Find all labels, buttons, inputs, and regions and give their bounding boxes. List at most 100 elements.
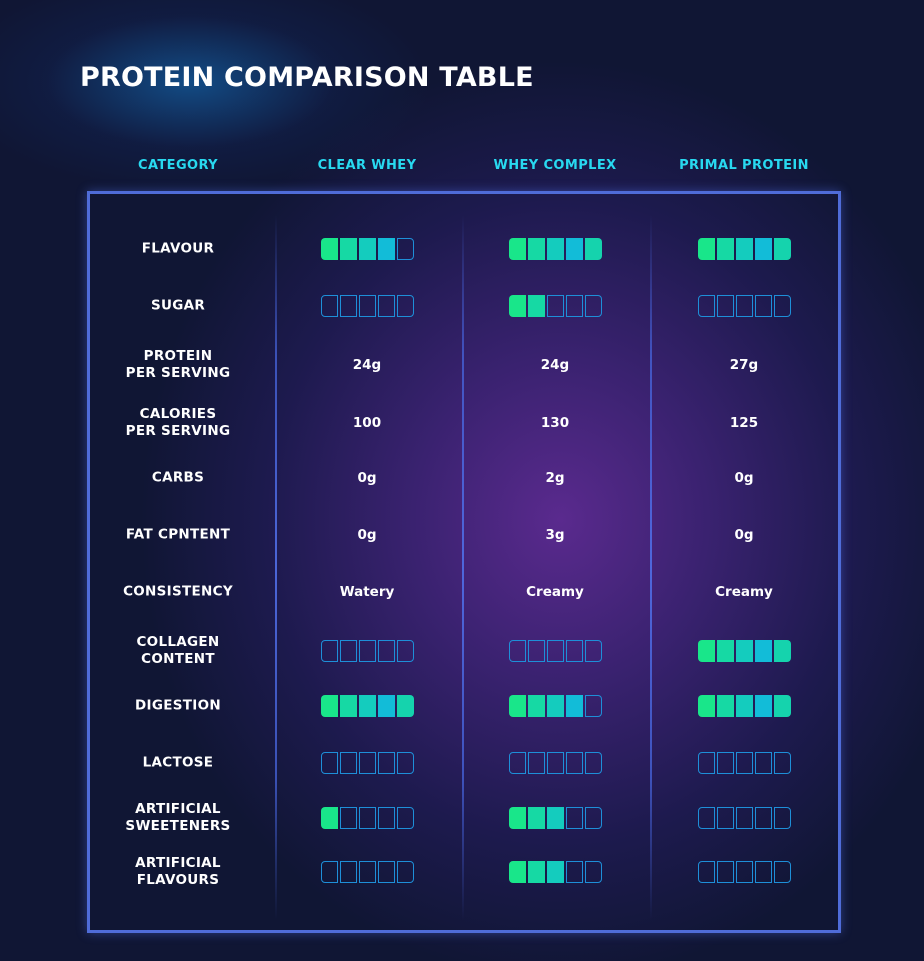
- rating-meter-flavour-clear-whey: [273, 238, 461, 260]
- header-category: CATEGORY: [138, 158, 218, 173]
- rating-segment-filled: [527, 295, 545, 317]
- rating-segment-empty: [320, 752, 338, 774]
- column-divider: [275, 215, 277, 920]
- value-calories-per-serving-primal-protein: 125: [729, 415, 759, 431]
- rating-segment-filled: [320, 238, 338, 260]
- rating-segment-empty: [339, 861, 357, 883]
- value-consistency-clear-whey: Watery: [339, 584, 395, 600]
- rating-meter: [320, 640, 414, 662]
- value-carbs-primal-protein: 0g: [734, 470, 754, 486]
- rating-segment-empty: [546, 640, 564, 662]
- rating-segment-empty: [546, 295, 564, 317]
- rating-meter: [697, 695, 791, 717]
- rating-segment-filled: [396, 695, 414, 717]
- value-protein-per-serving-clear-whey: 24g: [352, 357, 382, 373]
- rating-meter-collagen-content-primal-protein: [650, 640, 838, 662]
- rating-segment-filled: [735, 640, 753, 662]
- rating-segment-empty: [697, 752, 715, 774]
- rating-segment-empty: [565, 807, 583, 829]
- rating-segment-empty: [716, 861, 734, 883]
- rating-segment-empty: [358, 295, 376, 317]
- rating-segment-empty: [320, 295, 338, 317]
- rating-segment-filled: [339, 695, 357, 717]
- rating-segment-empty: [508, 640, 526, 662]
- rating-segment-empty: [773, 807, 791, 829]
- rating-segment-empty: [320, 861, 338, 883]
- rating-segment-empty: [358, 861, 376, 883]
- rating-meter: [320, 861, 414, 883]
- rating-segment-filled: [508, 807, 526, 829]
- rating-segment-filled: [546, 861, 564, 883]
- rating-segment-empty: [584, 295, 602, 317]
- rating-meter: [508, 861, 602, 883]
- rating-segment-filled: [716, 640, 734, 662]
- rating-segment-filled: [508, 238, 526, 260]
- rating-segment-empty: [584, 807, 602, 829]
- value-carbs-clear-whey: 0g: [357, 470, 377, 486]
- category-label-carbs: CARBS: [151, 469, 205, 486]
- rating-segment-filled: [697, 695, 715, 717]
- rating-segment-empty: [565, 640, 583, 662]
- rating-segment-empty: [396, 861, 414, 883]
- rating-segment-empty: [697, 295, 715, 317]
- rating-segment-filled: [565, 238, 583, 260]
- rating-segment-filled: [773, 640, 791, 662]
- rating-segment-filled: [320, 807, 338, 829]
- rating-segment-filled: [697, 640, 715, 662]
- rating-segment-filled: [735, 238, 753, 260]
- rating-segment-empty: [508, 752, 526, 774]
- rating-segment-filled: [320, 695, 338, 717]
- value-protein-per-serving-primal-protein: 27g: [729, 357, 759, 373]
- rating-segment-empty: [754, 752, 772, 774]
- rating-meter-artificial-sweeteners-primal-protein: [650, 807, 838, 829]
- rating-segment-empty: [320, 640, 338, 662]
- rating-segment-filled: [358, 695, 376, 717]
- rating-meter: [697, 640, 791, 662]
- rating-meter: [697, 238, 791, 260]
- rating-meter-artificial-flavours-clear-whey: [273, 861, 461, 883]
- value-calories-per-serving-clear-whey: 100: [352, 415, 382, 431]
- rating-segment-empty: [773, 752, 791, 774]
- rating-segment-empty: [377, 807, 395, 829]
- rating-segment-empty: [377, 861, 395, 883]
- rating-segment-empty: [396, 640, 414, 662]
- rating-segment-empty: [339, 295, 357, 317]
- rating-meter: [320, 695, 414, 717]
- rating-meter-collagen-content-clear-whey: [273, 640, 461, 662]
- rating-meter-artificial-flavours-whey-complex: [461, 861, 649, 883]
- rating-meter: [697, 861, 791, 883]
- rating-segment-empty: [754, 861, 772, 883]
- rating-segment-empty: [584, 752, 602, 774]
- rating-segment-empty: [339, 752, 357, 774]
- category-label-flavour: FLAVOUR: [141, 240, 215, 257]
- rating-meter-lactose-whey-complex: [461, 752, 649, 774]
- rating-segment-filled: [565, 695, 583, 717]
- rating-segment-filled: [716, 695, 734, 717]
- rating-segment-empty: [584, 861, 602, 883]
- rating-segment-filled: [716, 238, 734, 260]
- category-label-calories-per-serving: CALORIES PER SERVING: [125, 406, 231, 439]
- category-label-fat-cpntent: FAT CPNTENT: [125, 526, 231, 543]
- category-label-artificial-sweeteners: ARTIFICIAL SWEETENERS: [125, 801, 231, 834]
- rating-segment-empty: [716, 807, 734, 829]
- rating-segment-empty: [527, 640, 545, 662]
- rating-segment-empty: [716, 295, 734, 317]
- rating-meter-lactose-primal-protein: [650, 752, 838, 774]
- rating-segment-filled: [754, 238, 772, 260]
- rating-meter-sugar-whey-complex: [461, 295, 649, 317]
- rating-segment-filled: [527, 238, 545, 260]
- category-label-sugar: SUGAR: [150, 297, 206, 314]
- rating-meter-digestion-clear-whey: [273, 695, 461, 717]
- header-whey-complex: WHEY COMPLEX: [493, 158, 617, 173]
- rating-segment-empty: [773, 861, 791, 883]
- value-consistency-primal-protein: Creamy: [715, 584, 773, 600]
- rating-segment-empty: [396, 295, 414, 317]
- rating-meter-sugar-primal-protein: [650, 295, 838, 317]
- rating-segment-empty: [396, 752, 414, 774]
- value-carbs-whey-complex: 2g: [545, 470, 565, 486]
- category-label-digestion: DIGESTION: [135, 697, 221, 714]
- rating-meter: [508, 238, 602, 260]
- rating-segment-empty: [565, 752, 583, 774]
- rating-segment-empty: [773, 295, 791, 317]
- rating-segment-filled: [754, 640, 772, 662]
